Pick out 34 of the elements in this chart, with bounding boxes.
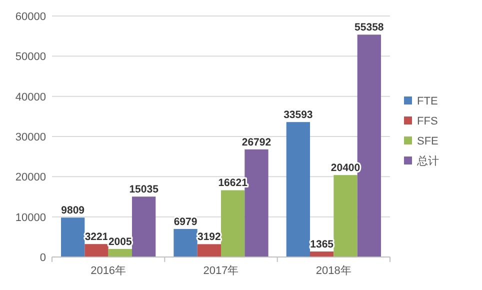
y-tick-label: 10000 <box>15 212 46 224</box>
bar <box>310 252 334 257</box>
bar <box>108 248 132 257</box>
x-tick-label: 2018年 <box>316 265 352 277</box>
bar <box>221 190 245 257</box>
bar <box>174 228 198 257</box>
data-label: 33593 <box>284 109 313 122</box>
data-label: 26792 <box>242 136 272 148</box>
bar <box>197 244 221 257</box>
data-label: 1365 <box>310 238 334 251</box>
data-label: 3221 <box>84 231 108 244</box>
bar <box>132 196 156 257</box>
y-tick-label: 40000 <box>15 91 46 104</box>
data-label: 2005 <box>108 236 132 248</box>
bar <box>334 175 358 257</box>
legend-label: FFS <box>417 116 438 128</box>
data-label: 3192 <box>197 231 222 244</box>
legend-label: SFE <box>417 136 438 148</box>
data-label: 15035 <box>129 184 159 196</box>
data-label: 6979 <box>174 216 198 228</box>
y-tick-label: 60000 <box>15 11 46 23</box>
y-tick-label: 50000 <box>15 51 46 64</box>
legend-label: 总计 <box>416 154 439 168</box>
y-tick-label: 20000 <box>15 172 46 184</box>
data-label: 9809 <box>61 204 85 217</box>
legend-label: FTE <box>417 96 438 108</box>
y-tick-label: 0 <box>40 252 46 264</box>
bar <box>84 244 108 257</box>
x-tick-label: 2016年 <box>90 265 126 277</box>
y-tick-label: 30000 <box>15 132 46 144</box>
data-label: 55358 <box>354 22 384 34</box>
bar <box>61 218 85 257</box>
bar <box>286 122 310 257</box>
x-tick-label: 2017年 <box>203 265 239 277</box>
